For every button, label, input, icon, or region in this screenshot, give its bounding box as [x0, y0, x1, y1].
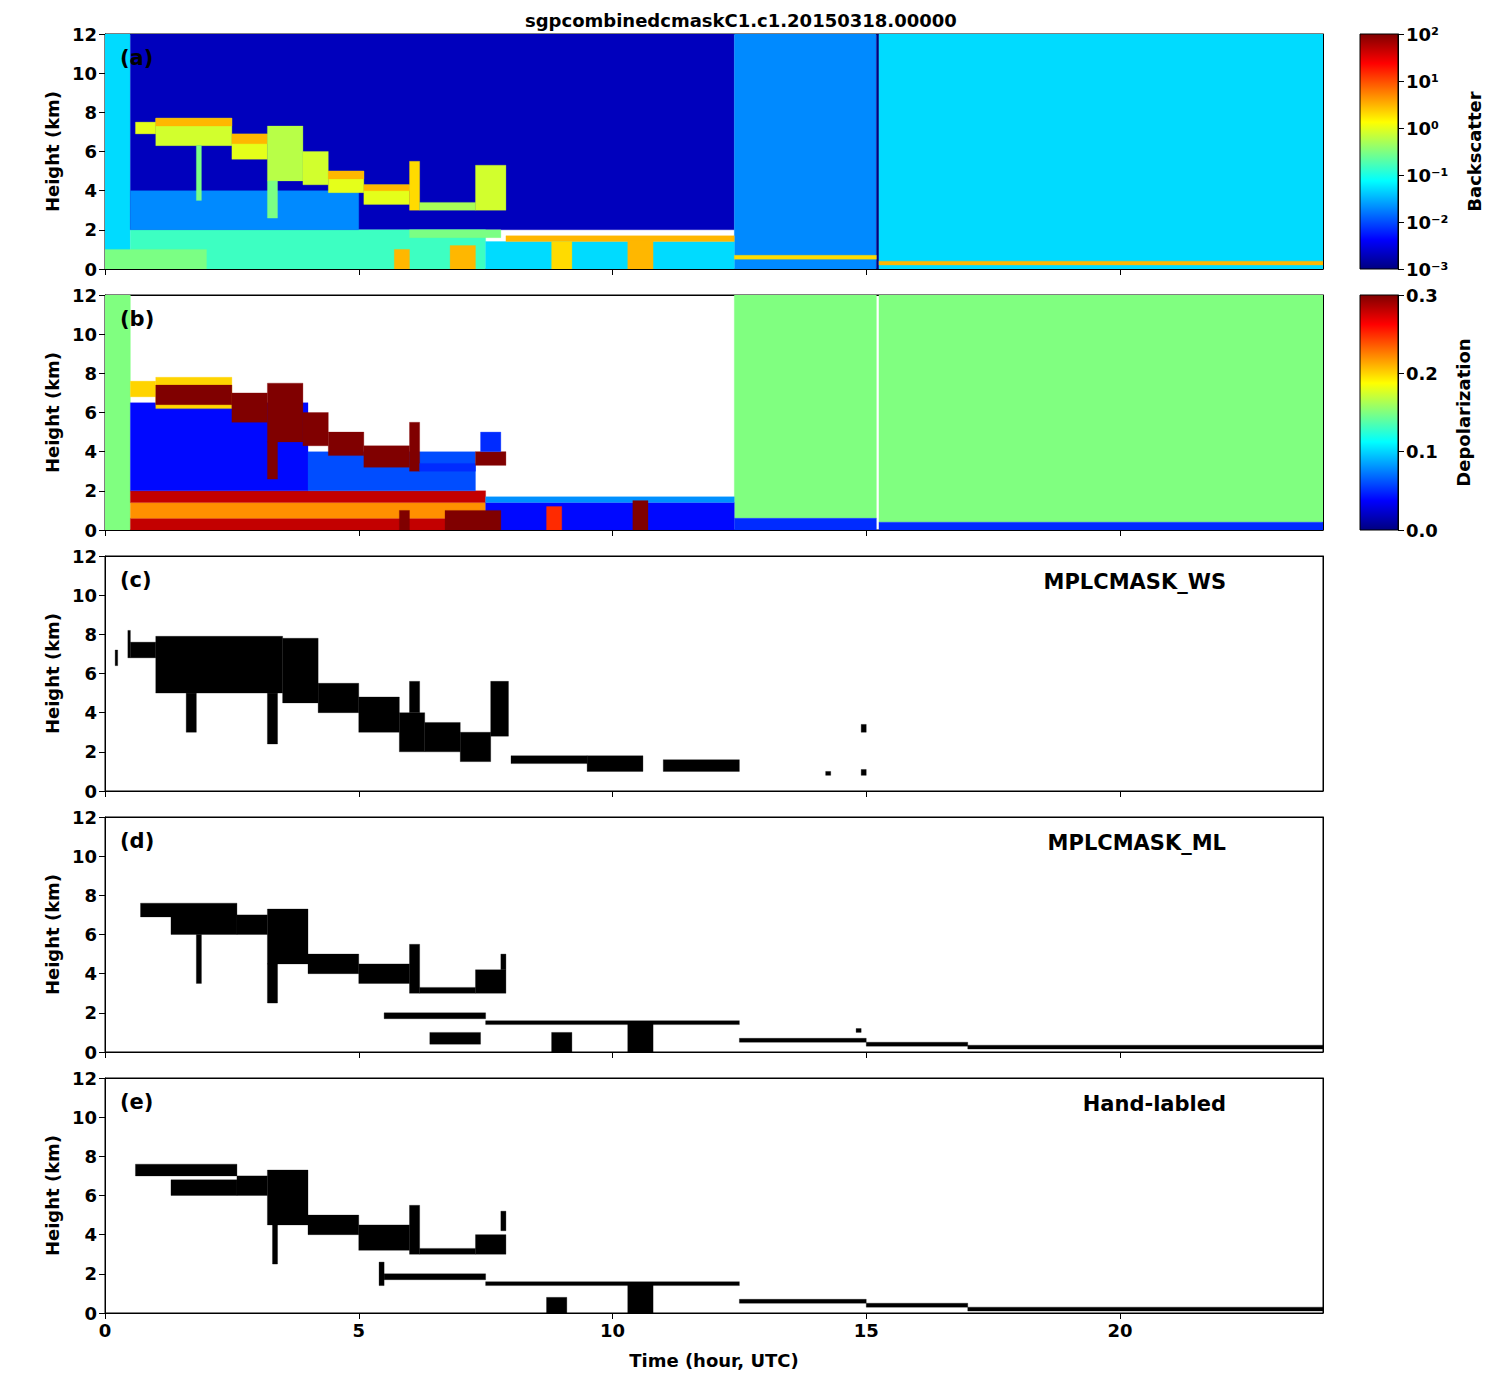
svg-text:2: 2: [84, 1002, 97, 1023]
svg-text:0.3: 0.3: [1406, 285, 1438, 306]
svg-text:6: 6: [84, 402, 97, 423]
svg-text:2: 2: [84, 741, 97, 762]
svg-text:8: 8: [84, 885, 97, 906]
svg-text:12: 12: [72, 1068, 97, 1089]
svg-text:2: 2: [84, 480, 97, 501]
svg-text:10: 10: [72, 63, 97, 84]
svg-text:4: 4: [84, 702, 97, 723]
svg-text:10⁻¹: 10⁻¹: [1406, 165, 1448, 186]
svg-text:0.1: 0.1: [1406, 441, 1438, 462]
svg-text:10: 10: [72, 585, 97, 606]
svg-text:4: 4: [84, 441, 97, 462]
svg-text:12: 12: [72, 285, 97, 306]
svg-text:(c): (c): [120, 568, 152, 592]
svg-text:Hand-labled: Hand-labled: [1083, 1092, 1226, 1116]
svg-text:0: 0: [99, 1320, 112, 1341]
svg-text:12: 12: [72, 807, 97, 828]
svg-text:MPLCMASK_WS: MPLCMASK_WS: [1044, 570, 1226, 594]
svg-text:15: 15: [854, 1320, 879, 1341]
svg-text:(a): (a): [120, 46, 153, 70]
svg-text:10: 10: [72, 1107, 97, 1128]
svg-text:(e): (e): [120, 1090, 153, 1114]
svg-text:0: 0: [84, 520, 97, 541]
svg-text:2: 2: [84, 1263, 97, 1284]
svg-text:Height (km): Height (km): [42, 352, 63, 473]
svg-text:sgpcombinedcmaskC1.c1.20150318: sgpcombinedcmaskC1.c1.20150318.00000: [525, 10, 957, 31]
svg-text:10⁻²: 10⁻²: [1406, 212, 1448, 233]
svg-text:(d): (d): [120, 829, 154, 853]
svg-text:0: 0: [84, 1042, 97, 1063]
svg-text:10: 10: [600, 1320, 625, 1341]
svg-text:10⁻³: 10⁻³: [1406, 259, 1448, 280]
svg-text:10¹: 10¹: [1406, 71, 1439, 92]
svg-text:6: 6: [84, 141, 97, 162]
svg-text:10: 10: [72, 324, 97, 345]
svg-text:MPLCMASK_ML: MPLCMASK_ML: [1048, 831, 1226, 855]
svg-text:0: 0: [84, 259, 97, 280]
svg-text:8: 8: [84, 363, 97, 384]
svg-text:10: 10: [72, 846, 97, 867]
svg-text:8: 8: [84, 1146, 97, 1167]
svg-text:2: 2: [84, 219, 97, 240]
svg-text:12: 12: [72, 546, 97, 567]
svg-text:0: 0: [84, 781, 97, 802]
svg-text:Depolarization: Depolarization: [1453, 338, 1474, 486]
svg-text:20: 20: [1107, 1320, 1132, 1341]
svg-text:10⁰: 10⁰: [1406, 118, 1439, 139]
svg-text:8: 8: [84, 624, 97, 645]
svg-text:0: 0: [84, 1303, 97, 1324]
svg-text:(b): (b): [120, 307, 154, 331]
svg-text:6: 6: [84, 1185, 97, 1206]
svg-text:Height (km): Height (km): [42, 613, 63, 734]
svg-text:Backscatter: Backscatter: [1464, 91, 1485, 211]
svg-text:6: 6: [84, 924, 97, 945]
svg-text:12: 12: [72, 24, 97, 45]
svg-text:6: 6: [84, 663, 97, 684]
svg-text:Height (km): Height (km): [42, 874, 63, 995]
svg-text:4: 4: [84, 1224, 97, 1245]
svg-text:4: 4: [84, 180, 97, 201]
svg-text:5: 5: [352, 1320, 365, 1341]
svg-text:Height (km): Height (km): [42, 1135, 63, 1256]
svg-text:10²: 10²: [1406, 24, 1439, 45]
svg-text:0.2: 0.2: [1406, 363, 1438, 384]
svg-text:4: 4: [84, 963, 97, 984]
svg-text:8: 8: [84, 102, 97, 123]
svg-text:Height (km): Height (km): [42, 91, 63, 212]
svg-text:Time (hour, UTC): Time (hour, UTC): [629, 1350, 799, 1371]
svg-text:0.0: 0.0: [1406, 520, 1438, 541]
